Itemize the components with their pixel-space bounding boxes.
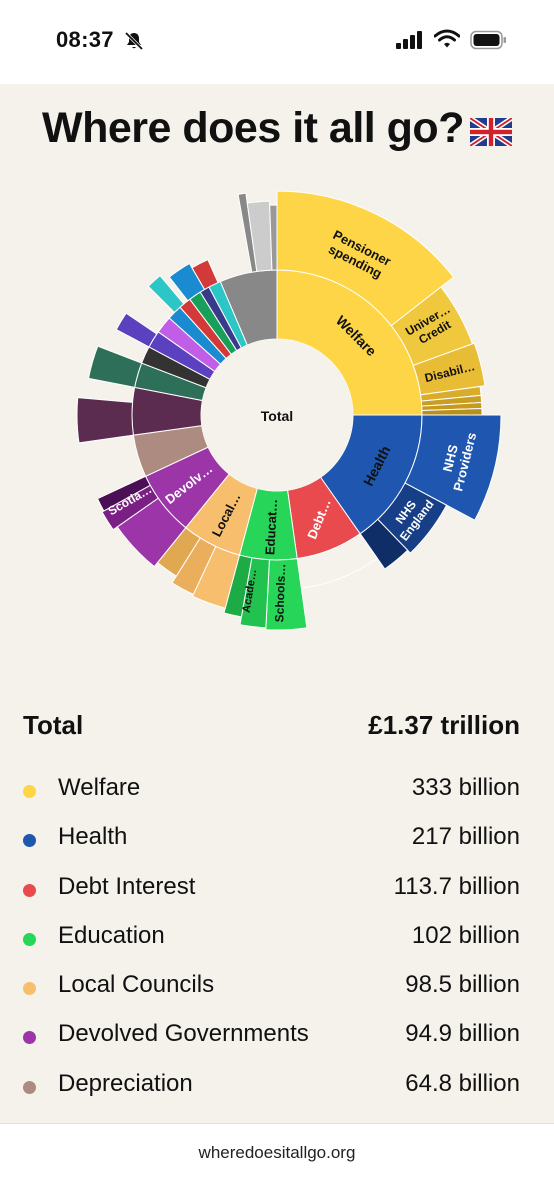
category-name: Debt Interest: [58, 872, 196, 900]
total-label: Total: [23, 710, 84, 740]
total-row: Total £1.37 trillion: [23, 710, 520, 746]
color-dot-icon: [23, 1080, 36, 1094]
bell-slash-icon: [124, 31, 144, 56]
color-dot-icon: [23, 883, 36, 897]
wifi-icon: [433, 29, 461, 54]
category-row-welfare[interactable]: Welfare 333 billion: [23, 774, 520, 823]
category-amount: 113.7 billion: [393, 872, 520, 900]
outer-segment-24[interactable]: [115, 312, 158, 348]
category-name: Devolved Governments: [58, 1020, 309, 1048]
label-schools: Schools…: [272, 563, 288, 622]
category-name: Local Councils: [58, 971, 215, 999]
cellular-signal-icon: [396, 31, 424, 54]
outer-segment-27[interactable]: [191, 259, 219, 291]
color-dot-icon: [23, 1031, 36, 1045]
category-list: Welfare 333 billion Health 217 billion D…: [23, 774, 520, 1119]
color-dot-icon: [23, 932, 36, 946]
total-value: £1.37 trillion: [368, 710, 520, 740]
label-education: Educat…: [262, 498, 280, 555]
category-row-health[interactable]: Health 217 billion: [23, 823, 520, 872]
center-hole: [201, 339, 353, 491]
status-time: 08:37: [56, 27, 114, 52]
color-dot-icon: [23, 834, 36, 848]
uk-flag-icon: [468, 108, 514, 157]
outer-segment-30[interactable]: [269, 204, 278, 271]
outer-segment-20[interactable]: [96, 475, 151, 512]
category-row-debt-interest[interactable]: Debt Interest 113.7 billion: [23, 873, 520, 922]
category-row-devolved-governments[interactable]: Devolved Governments 94.9 billion: [23, 1020, 520, 1069]
outer-segment-25[interactable]: [147, 274, 185, 314]
category-row-education[interactable]: Education 102 billion: [23, 922, 520, 971]
category-name: Education: [58, 921, 165, 949]
category-amount: 333 billion: [411, 774, 520, 801]
page-title: Where does it all go?: [0, 104, 554, 157]
page-content: Where does it all go? Welfare Health Debt……: [0, 84, 554, 1123]
category-amount: 102 billion: [411, 921, 520, 949]
color-dot-icon: [23, 785, 36, 798]
category-amount: 217 billion: [411, 823, 520, 851]
outer-segment-22[interactable]: [76, 397, 134, 444]
color-dot-icon: [23, 982, 36, 996]
battery-icon: [470, 30, 508, 55]
center-label[interactable]: Total: [261, 408, 293, 424]
spending-sunburst-chart: WelfareHealthDebt…Educat…Local…Devolv…Pe…: [76, 190, 502, 631]
footer-bar: wheredoesitallgo.org: [0, 1123, 554, 1201]
outer-segment-23[interactable]: [87, 345, 143, 388]
category-name: Health: [58, 823, 128, 851]
outer-ring: [76, 190, 502, 631]
category-row-depreciation[interactable]: Depreciation 64.8 billion: [23, 1070, 520, 1119]
category-name: Depreciation: [58, 1069, 193, 1097]
outer-segment-1[interactable]: [276, 190, 455, 327]
category-amount: 94.9 billion: [405, 1020, 520, 1048]
category-amount: 64.8 billion: [405, 1069, 520, 1097]
category-amount: 98.5 billion: [405, 971, 520, 999]
status-bar: 08:37: [0, 0, 554, 84]
category-row-local-councils[interactable]: Local Councils 98.5 billion: [23, 971, 520, 1020]
site-url-link[interactable]: wheredoesitallgo.org: [198, 1143, 356, 1162]
category-name: Welfare: [58, 774, 141, 801]
page-title-text: Where does it all go?: [42, 104, 464, 152]
